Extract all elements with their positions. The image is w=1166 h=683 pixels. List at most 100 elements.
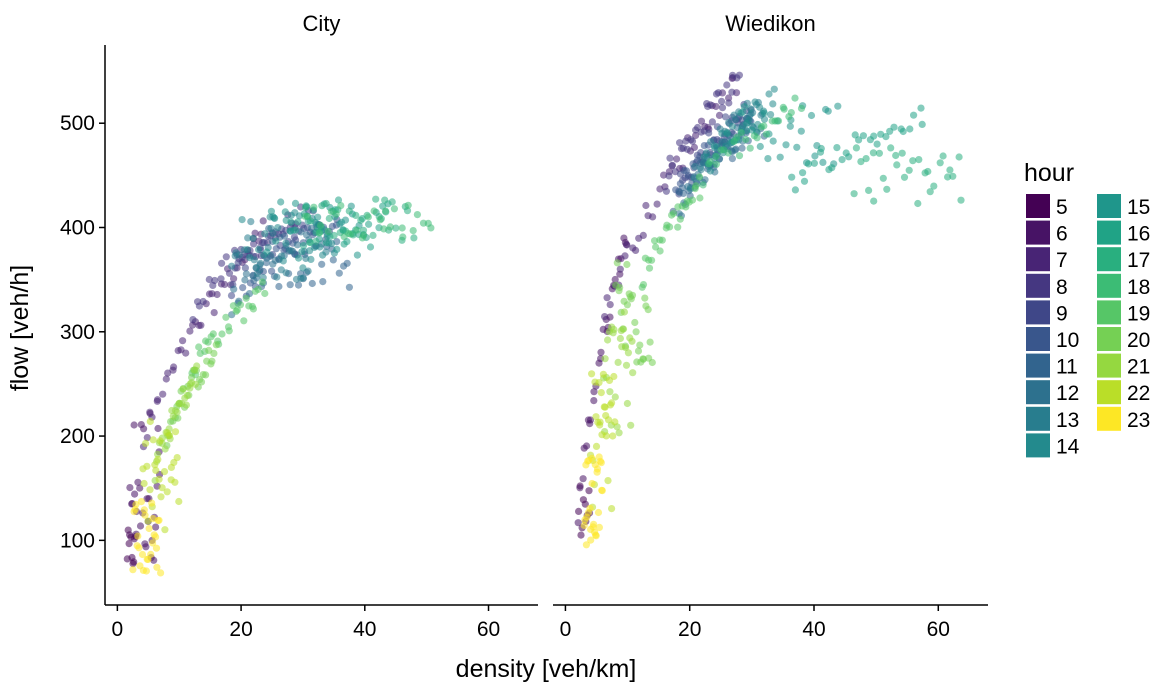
data-point (152, 533, 160, 541)
legend-label: 8 (1056, 276, 1068, 299)
data-point (870, 132, 878, 140)
data-point (712, 102, 720, 111)
data-point (179, 385, 187, 393)
data-point (335, 269, 343, 277)
data-point (760, 109, 768, 117)
data-point (611, 418, 619, 426)
data-point (388, 198, 396, 206)
data-point (211, 276, 219, 285)
data-point (213, 290, 221, 299)
points (574, 71, 965, 549)
data-point (299, 274, 307, 282)
data-point (160, 468, 169, 476)
data-point (586, 416, 595, 424)
data-point (631, 318, 639, 327)
data-point (376, 216, 384, 224)
data-point (140, 479, 148, 488)
data-point (249, 234, 257, 242)
data-point (345, 207, 353, 215)
data-point (865, 186, 873, 194)
data-point (241, 264, 249, 272)
data-point (293, 241, 301, 249)
y-axis-title: flow [veh/h] (6, 265, 34, 391)
data-point (427, 224, 435, 232)
data-point (353, 251, 361, 259)
data-point (329, 256, 337, 264)
data-point (252, 264, 260, 272)
data-point (601, 313, 609, 321)
data-point (797, 127, 805, 135)
data-point (208, 357, 216, 365)
data-point (666, 154, 674, 162)
data-point (272, 237, 280, 245)
data-point (225, 327, 233, 335)
legend-item-19: 19 (1097, 300, 1150, 325)
data-point (314, 213, 322, 221)
panel-wiedikon: Wiedikon 0 20 40 60 (553, 11, 988, 641)
data-point (304, 267, 312, 275)
data-point (628, 291, 637, 299)
data-point (163, 488, 171, 496)
x-tick-label: 40 (802, 618, 825, 641)
data-point (233, 306, 241, 314)
data-point (737, 109, 745, 117)
legend-label: 17 (1127, 249, 1150, 272)
data-point (303, 212, 311, 221)
data-point (957, 196, 965, 204)
data-point (909, 157, 917, 165)
legend-label: 23 (1127, 409, 1150, 432)
data-point (731, 146, 739, 154)
data-point (857, 158, 865, 166)
legend-swatch (1026, 380, 1050, 405)
legend-label: 15 (1127, 196, 1150, 219)
data-point (131, 490, 139, 498)
data-point (587, 536, 595, 544)
data-point (606, 313, 614, 321)
data-point (632, 328, 640, 336)
data-point (135, 544, 143, 552)
data-point (692, 131, 700, 140)
data-point (301, 203, 310, 211)
data-point (723, 81, 731, 89)
data-point (369, 231, 377, 239)
data-point (930, 182, 938, 190)
data-point (915, 156, 923, 164)
data-point (254, 285, 262, 293)
data-point (610, 372, 618, 381)
data-point (175, 497, 183, 506)
data-point (398, 224, 406, 232)
legend-item-6: 6 (1026, 220, 1068, 246)
data-point (149, 539, 157, 547)
data-point (366, 243, 375, 251)
data-point (610, 325, 618, 334)
data-point (870, 197, 878, 205)
data-point (322, 199, 330, 208)
data-point (360, 231, 368, 240)
data-point (873, 140, 881, 148)
legend-item-8: 8 (1026, 273, 1068, 299)
data-point (286, 281, 294, 289)
y-tick-label: 100 (60, 529, 95, 552)
data-point (629, 369, 637, 377)
data-point (747, 105, 755, 113)
legend-item-21: 21 (1097, 353, 1150, 379)
data-point (275, 282, 283, 291)
legend-label: 19 (1127, 302, 1150, 325)
data-point (157, 569, 165, 577)
data-point (706, 167, 715, 175)
data-point (590, 520, 598, 528)
y-tick-label: 400 (60, 216, 95, 239)
data-point (195, 343, 203, 351)
data-point (242, 270, 250, 278)
data-point (273, 273, 281, 281)
data-point (715, 111, 724, 119)
data-point (146, 417, 154, 426)
data-point (332, 210, 340, 218)
data-point (151, 461, 159, 469)
data-point (152, 544, 161, 552)
data-point (152, 466, 160, 474)
data-point (155, 516, 163, 524)
data-point (623, 301, 632, 309)
data-point (615, 429, 623, 437)
data-point (705, 129, 713, 137)
